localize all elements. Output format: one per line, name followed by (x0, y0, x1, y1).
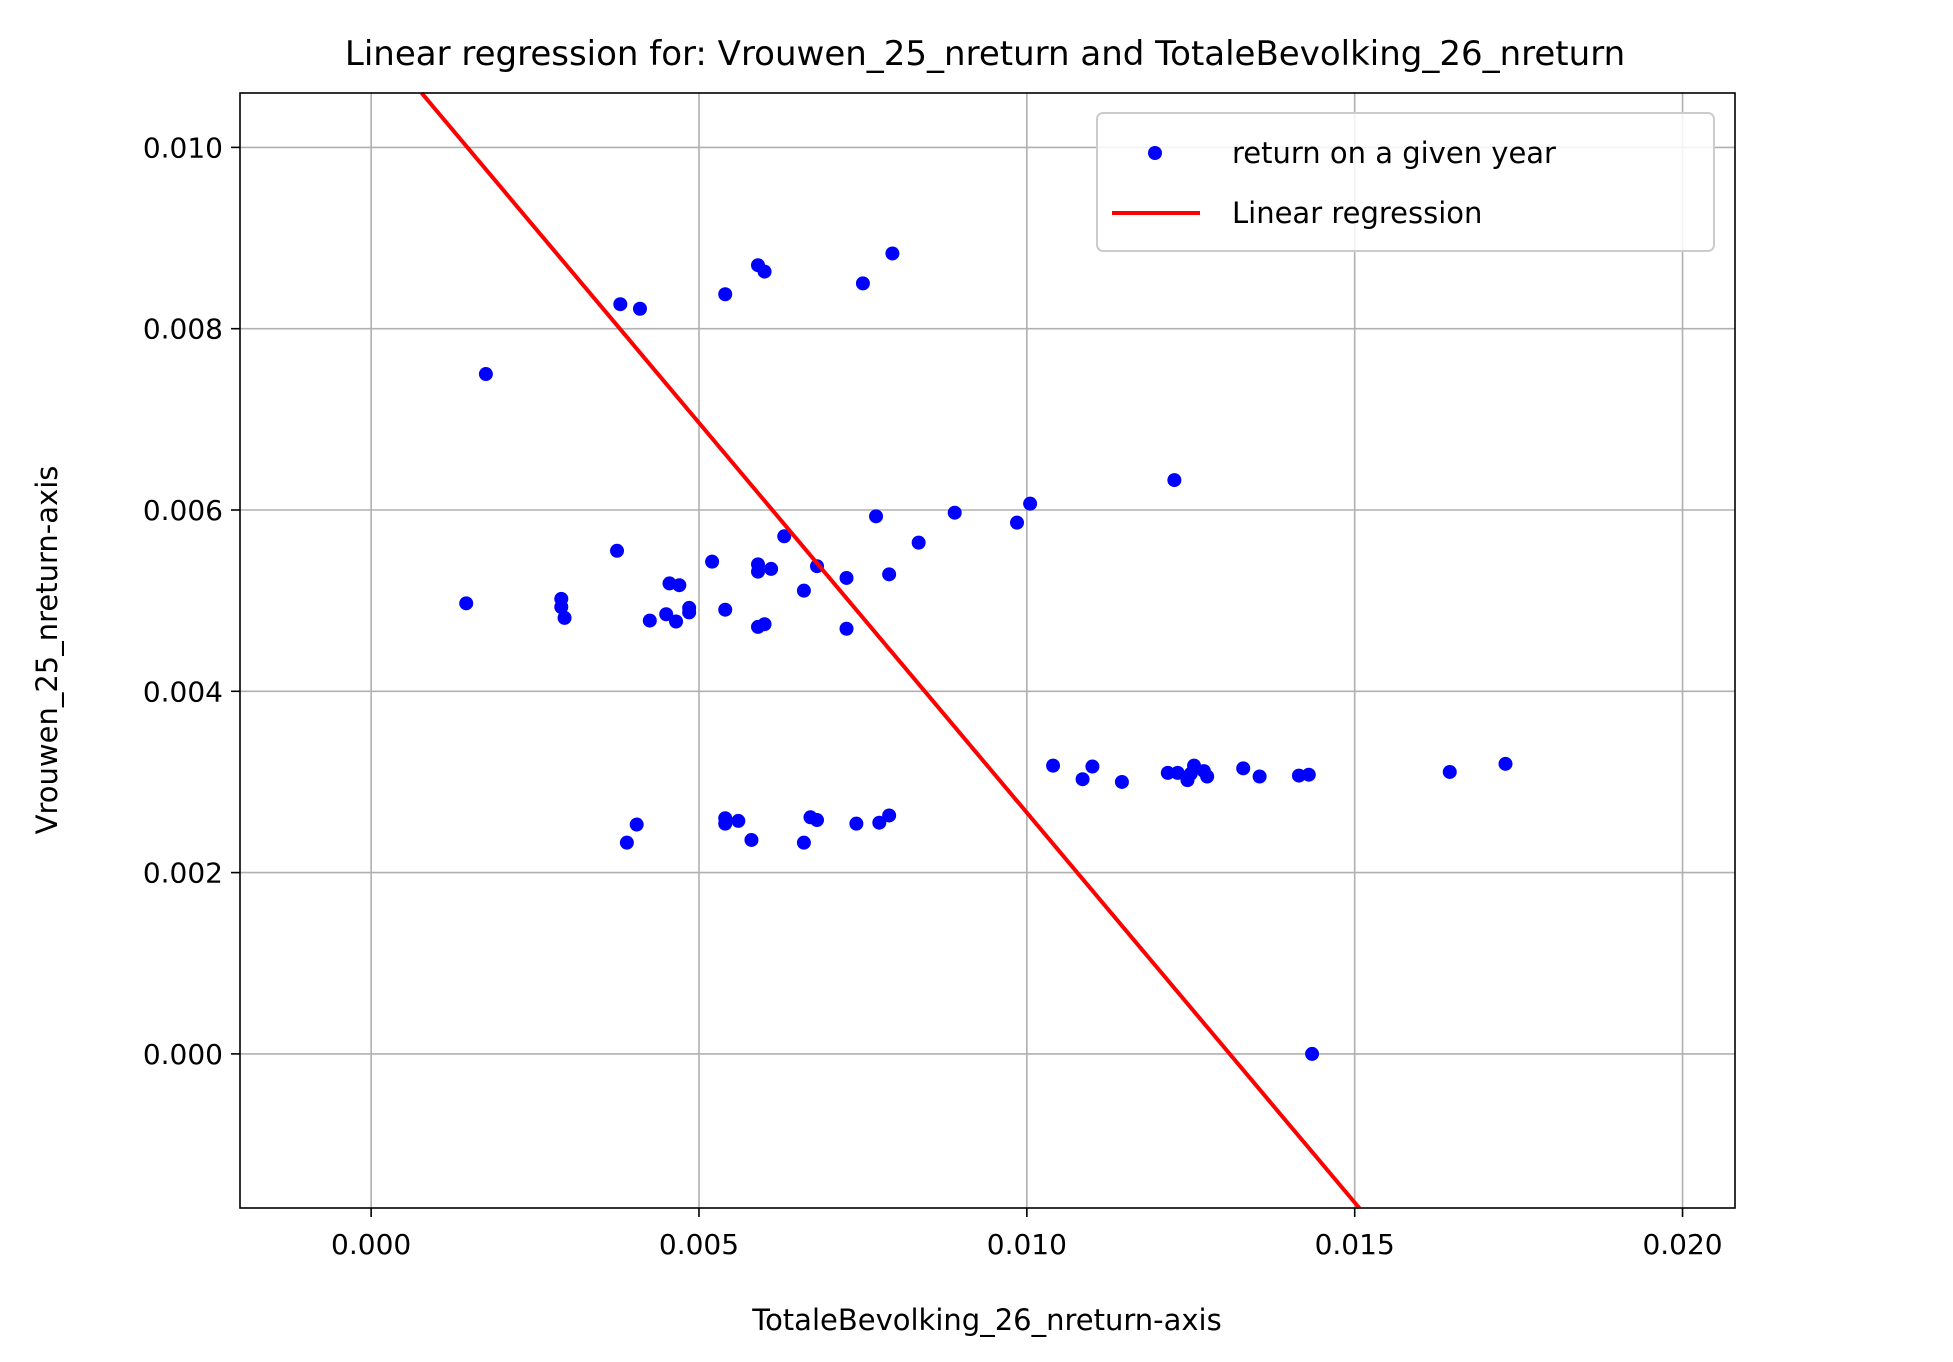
x-tick-label: 0.020 (1642, 1228, 1722, 1261)
scatter-point (632, 301, 647, 316)
legend-label-scatter: return on a given year (1232, 136, 1556, 170)
scatter-point (855, 276, 870, 291)
scatter-point (744, 832, 759, 847)
scatter-point (1046, 758, 1061, 773)
regression-line (420, 91, 1361, 1210)
scatter-point (672, 578, 687, 593)
scatter-point (1160, 765, 1175, 780)
plot-frame (239, 92, 1736, 1209)
scatter-point (777, 529, 792, 544)
scatter-point (1167, 473, 1182, 488)
y-tick-label: 0.004 (143, 675, 223, 708)
scatter-point (613, 297, 628, 312)
scatter-point (642, 613, 657, 628)
scatter-point (1252, 769, 1267, 784)
scatter-point (731, 813, 746, 828)
y-tick-label: 0.002 (143, 857, 223, 890)
scatter-point (629, 817, 644, 832)
scatter-point (1114, 774, 1129, 789)
scatter-point (1301, 767, 1316, 782)
scatter-point (1442, 764, 1457, 779)
scatter-point (869, 509, 884, 524)
scatter-point (682, 600, 697, 615)
x-tick-label: 0.015 (1315, 1228, 1395, 1261)
scatter-point (1170, 765, 1185, 780)
axis-ticks: 0.000 0.005 0.010 0.015 0.020 0.000 0.002 0.004… (143, 131, 1723, 1261)
scatter-point (1085, 759, 1100, 774)
scatter-point (911, 535, 926, 550)
scatter-point (554, 599, 569, 614)
scatter-point (872, 815, 887, 830)
scatter-point (1075, 772, 1090, 787)
scatter-point (718, 602, 733, 617)
scatter-point (757, 264, 772, 279)
scatter-point (669, 614, 684, 629)
scatter-point (718, 287, 733, 302)
scatter-point (459, 596, 474, 611)
scatter-point (705, 554, 720, 569)
scatter-point (557, 610, 572, 625)
scatter-point (619, 835, 634, 850)
scatter-point (764, 561, 779, 576)
y-tick-label: 0.008 (143, 313, 223, 346)
scatter-point (882, 567, 897, 582)
chart-title: Linear regression for: Vrouwen_25_nretur… (345, 34, 1625, 74)
scatter-point (885, 246, 900, 261)
legend-marker-scatter (1148, 146, 1162, 160)
scatter-point (1305, 1046, 1320, 1061)
plot-background (240, 93, 1735, 1208)
scatter-point (1498, 756, 1513, 771)
y-tick-label: 0.010 (143, 131, 223, 164)
scatter-point (751, 564, 766, 579)
scatter-point (796, 835, 811, 850)
scatter-point (610, 543, 625, 558)
y-axis-label: Vrouwen_25_nreturn-axis (30, 466, 64, 835)
scatter-point (839, 621, 854, 636)
scatter-point (718, 816, 733, 831)
grid (240, 93, 1735, 1208)
x-tick-label: 0.000 (331, 1228, 411, 1261)
x-tick-label: 0.010 (987, 1228, 1067, 1261)
scatter-point (839, 570, 854, 585)
plot-marks (420, 91, 1513, 1210)
scatter-point (1010, 515, 1025, 530)
x-axis-label: TotaleBevolking_26_nreturn-axis (751, 1303, 1221, 1337)
scatter-point (757, 617, 772, 632)
scatter-point (849, 816, 864, 831)
legend-box (1096, 112, 1715, 252)
legend-label-line: Linear regression (1232, 196, 1482, 230)
legend: return on a given year Linear regression (1096, 112, 1715, 252)
scatter-point (659, 607, 674, 622)
scatter-point (1200, 769, 1215, 784)
scatter-point (882, 808, 897, 823)
scatter-point (1023, 496, 1038, 511)
y-tick-label: 0.000 (143, 1038, 223, 1071)
scatter-point (1236, 761, 1251, 776)
scatter-point (796, 583, 811, 598)
y-tick-label: 0.006 (143, 494, 223, 527)
scatter-point (810, 813, 825, 828)
x-tick-label: 0.005 (659, 1228, 739, 1261)
scatter-point (947, 505, 962, 520)
scatter-point (478, 367, 493, 382)
